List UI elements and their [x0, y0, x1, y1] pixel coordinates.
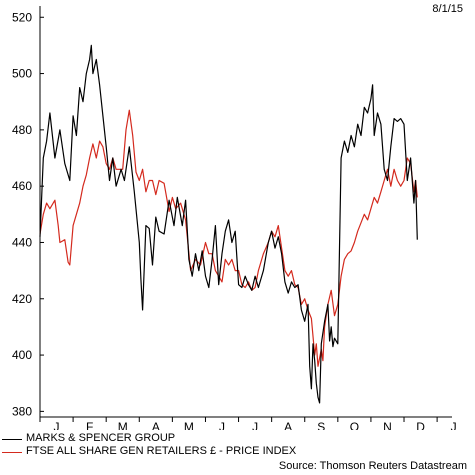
y-tick-label: 480 [12, 123, 32, 137]
series-line-1 [39, 109, 418, 367]
y-axis: 380 400 420 440 460 480 500 520 [12, 6, 44, 418]
chart-date: 8/1/15 [432, 3, 463, 15]
line-chart: 380 400 420 440 460 480 500 520 J F M A M J J A S O N D J [12, 6, 457, 430]
y-tick-label: 500 [12, 67, 32, 81]
legend-item-ftse-retailers: FTSE ALL SHARE GEN RETAILERS £ - PRICE I… [0, 445, 475, 458]
x-month-label: N [383, 420, 392, 430]
y-tick-label: 380 [12, 404, 32, 418]
source-note: Source: Thomson Reuters Datastream [278, 460, 467, 472]
x-month-label: F [86, 420, 93, 430]
x-month-label: J [54, 420, 60, 430]
x-month-label: A [152, 420, 160, 430]
y-tick-label: 520 [12, 10, 32, 24]
x-month-label: O [350, 420, 359, 430]
y-tick-label: 460 [12, 179, 32, 193]
y-tick-label: 420 [12, 292, 32, 306]
legend: MARKS & SPENCER GROUP FTSE ALL SHARE GEN… [0, 432, 475, 458]
x-month-label: J [451, 420, 457, 430]
x-month-label: J [219, 420, 225, 430]
x-month-label: S [317, 420, 325, 430]
legend-label-ftse-retailers: FTSE ALL SHARE GEN RETAILERS £ - PRICE I… [26, 445, 297, 457]
x-month-label: D [416, 420, 425, 430]
legend-item-marks-spencer: MARKS & SPENCER GROUP [0, 432, 475, 445]
y-tick-label: 400 [12, 348, 32, 362]
legend-swatch-ftse-retailers [2, 452, 22, 453]
x-month-label: J [252, 420, 258, 430]
series-layer [39, 44, 418, 404]
legend-swatch-marks-spencer [2, 439, 22, 440]
legend-label-marks-spencer: MARKS & SPENCER GROUP [26, 432, 176, 444]
x-month-label: M [184, 420, 194, 430]
x-month-label: A [284, 420, 292, 430]
y-tick-label: 440 [12, 235, 32, 249]
series-line-0 [39, 44, 418, 404]
x-month-label: M [118, 420, 128, 430]
